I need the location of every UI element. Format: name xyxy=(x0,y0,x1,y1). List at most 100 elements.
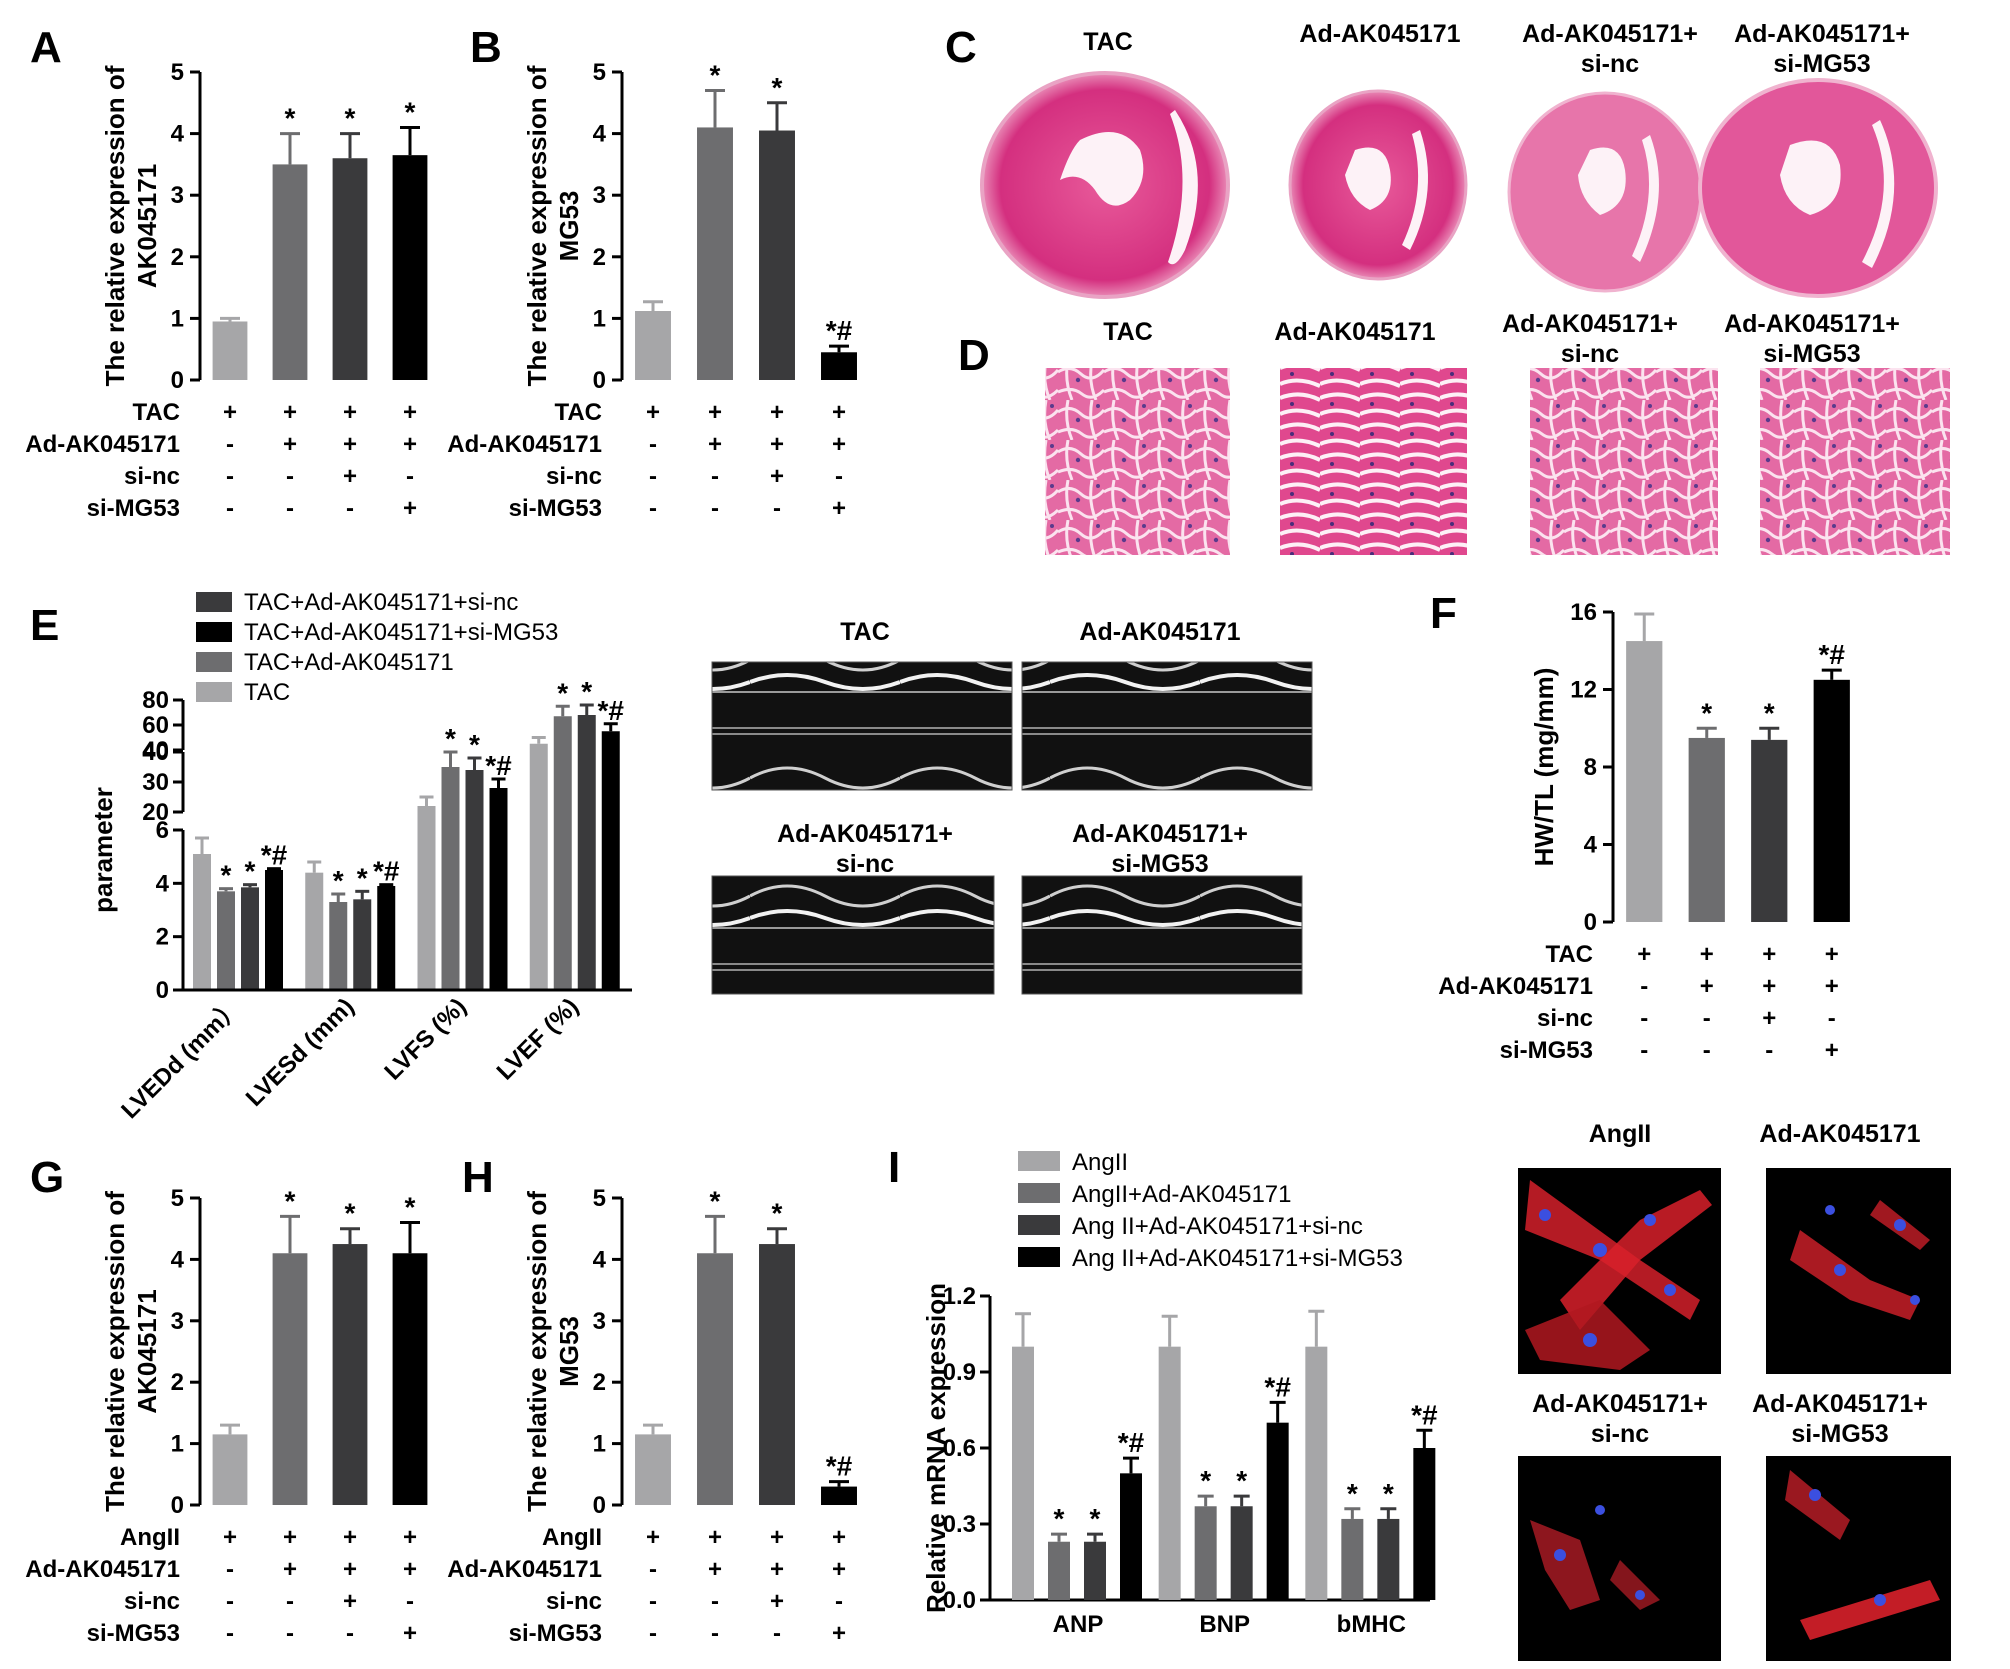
panel-c-heart-sections: TAC Ad-AK045171 Ad-AK045171+ si-nc Ad-AK… xyxy=(980,20,1938,299)
bar xyxy=(392,155,428,380)
panel-label-f: F xyxy=(1430,589,1457,638)
condition-sign: + xyxy=(403,495,417,522)
condition-row-label: si-MG53 xyxy=(509,1620,602,1647)
condition-sign: + xyxy=(343,431,357,458)
condition-table-b: TAC + + + + Ad-AK045171 - + + + si-nc - - + - si-MG53 - -… xyxy=(447,399,846,522)
bar xyxy=(821,1486,857,1505)
condition-sign: - xyxy=(835,1588,843,1615)
condition-sign: + xyxy=(646,399,660,426)
legend-label: TAC+Ad-AK045171+si-nc xyxy=(244,589,518,616)
condition-sign: - xyxy=(1640,1005,1648,1032)
bar xyxy=(759,1244,795,1505)
if-title-admg-1: Ad-AK045171+ xyxy=(1752,1390,1928,1418)
heart-section-adnc xyxy=(1507,91,1703,293)
heart-section-ad xyxy=(1288,89,1468,281)
condition-sign: + xyxy=(343,1556,357,1583)
panel-label-b: B xyxy=(470,23,502,72)
condition-sign: + xyxy=(770,1588,784,1615)
condition-sign: + xyxy=(343,1588,357,1615)
bar xyxy=(193,854,211,990)
bar xyxy=(265,870,283,990)
significance-mark: * xyxy=(245,856,256,887)
echo-title-admg-2: si-MG53 xyxy=(1111,850,1208,878)
significance-mark: * xyxy=(772,72,783,103)
y-tick-label: 4 xyxy=(593,121,607,148)
condition-sign: + xyxy=(1825,973,1839,1000)
echo-title-ad: Ad-AK045171 xyxy=(1079,618,1240,646)
panel-d-histology: TAC Ad-AK045171 Ad-AK045171+ si-nc Ad-AK… xyxy=(1045,310,1950,555)
bar xyxy=(697,127,733,380)
legend-swatch xyxy=(196,652,232,672)
condition-row-label: si-MG53 xyxy=(509,495,602,522)
y-tick-label: 2 xyxy=(171,1369,184,1396)
condition-sign: - xyxy=(1640,1037,1648,1064)
condition-row-label: AngII xyxy=(542,1524,602,1551)
y-axis-label: MG53 xyxy=(554,1316,584,1387)
condition-sign: + xyxy=(770,1524,784,1551)
condition-sign: + xyxy=(343,399,357,426)
significance-mark: *# xyxy=(826,315,853,346)
significance-mark: * xyxy=(1200,1465,1211,1496)
y-tick-label: 4 xyxy=(156,870,170,897)
if-image-angii xyxy=(1518,1168,1721,1374)
bar xyxy=(392,1253,428,1505)
significance-mark: * xyxy=(1347,1478,1358,1509)
echo-image-ad xyxy=(1021,661,1313,791)
y-axis-label: AK045171 xyxy=(132,1289,162,1413)
chart-h: 0 1 2 3 4 5 The relative expression of MG53 * * *# xyxy=(522,1185,857,1519)
y-tick-label: 2 xyxy=(593,1369,606,1396)
y-tick-label: 5 xyxy=(171,59,184,86)
condition-sign: + xyxy=(832,495,846,522)
significance-mark: *# xyxy=(485,750,512,781)
bar xyxy=(1413,1448,1436,1600)
legend-label: TAC+Ad-AK045171+si-MG53 xyxy=(244,619,558,646)
panel-i-immunofluorescence: AngII Ad-AK045171 Ad-AK045171+ si-nc Ad-… xyxy=(1518,1120,1951,1661)
panel-label-a: A xyxy=(30,23,62,72)
condition-row-label: si-MG53 xyxy=(87,1620,180,1647)
condition-sign: - xyxy=(226,495,234,522)
x-category-label: LVEF (%) xyxy=(492,993,584,1085)
significance-mark: *# xyxy=(373,856,400,887)
condition-row-label: Ad-AK045171 xyxy=(447,1556,602,1583)
panel-label-e: E xyxy=(30,601,59,650)
condition-sign: + xyxy=(283,1524,297,1551)
condition-row-label: si-nc xyxy=(124,1588,180,1615)
y-tick-label: 3 xyxy=(593,1308,606,1335)
significance-mark: *# xyxy=(1819,639,1846,670)
chart-b: 0 1 2 3 4 5 The relative expression of MG53 * * *# xyxy=(522,59,857,394)
condition-sign: - xyxy=(406,1588,414,1615)
y-tick-label: 0 xyxy=(593,367,606,394)
y-tick-label: 3 xyxy=(171,182,184,209)
condition-sign: + xyxy=(283,399,297,426)
condition-row-label: si-nc xyxy=(124,463,180,490)
significance-mark: * xyxy=(557,677,568,708)
y-tick-label: 1.2 xyxy=(943,1283,976,1310)
condition-table-g: AngII + + + + Ad-AK045171 - + + + si-nc - - + - si-MG53… xyxy=(25,1524,417,1647)
significance-mark: * xyxy=(1054,1503,1065,1534)
bar xyxy=(1626,641,1663,922)
condition-sign: - xyxy=(1640,973,1648,1000)
y-tick-label: 1 xyxy=(171,305,184,332)
condition-sign: + xyxy=(403,399,417,426)
y-tick-label: 1 xyxy=(593,1431,606,1458)
y-tick-label: 0 xyxy=(1584,909,1597,936)
significance-mark: * xyxy=(710,1185,721,1216)
bar xyxy=(1813,679,1850,922)
x-category-label: BNP xyxy=(1199,1611,1250,1638)
condition-sign: + xyxy=(403,1620,417,1647)
y-tick-label: 0 xyxy=(171,1492,184,1519)
x-category-label: ANP xyxy=(1053,1611,1104,1638)
bar xyxy=(332,1244,368,1505)
condition-sign: + xyxy=(770,431,784,458)
legend-label: Ang II+Ad-AK045171+si-MG53 xyxy=(1072,1245,1403,1272)
significance-mark: * xyxy=(1701,697,1712,728)
legend-swatch xyxy=(1018,1151,1060,1171)
bar xyxy=(1341,1518,1364,1600)
echo-title-adnc-1: Ad-AK045171+ xyxy=(777,820,953,848)
significance-mark: * xyxy=(285,1185,296,1216)
condition-sign: - xyxy=(835,463,843,490)
y-tick-label: 4 xyxy=(171,121,185,148)
condition-row-label: Ad-AK045171 xyxy=(25,1556,180,1583)
condition-sign: - xyxy=(711,463,719,490)
